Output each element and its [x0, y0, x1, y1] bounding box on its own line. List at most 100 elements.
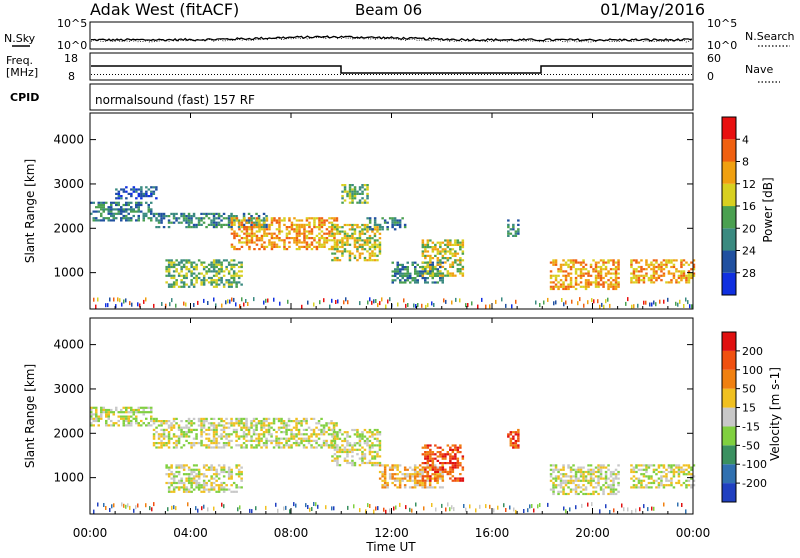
echo-cell — [227, 475, 231, 478]
echo-cell — [406, 266, 409, 269]
echo-cell — [454, 466, 457, 469]
echo-cell — [182, 426, 186, 429]
echo-cell — [662, 470, 666, 474]
echo-cell — [561, 298, 563, 302]
echo-cell — [445, 507, 447, 512]
echo-cell — [272, 420, 276, 423]
echo-cell — [424, 453, 427, 456]
echo-cell — [250, 234, 254, 237]
echo-cell — [579, 490, 583, 493]
echo-cell — [323, 239, 326, 242]
echo-cell — [569, 276, 573, 280]
echo-cell — [125, 208, 128, 211]
echo-cell — [207, 446, 211, 449]
echo-cell — [217, 217, 221, 220]
echo-cell — [346, 195, 349, 198]
echo-cell — [587, 279, 590, 282]
echo-cell — [243, 241, 246, 244]
echo-cell — [202, 420, 206, 423]
echo-cell — [252, 424, 256, 427]
echo-cell — [177, 274, 181, 277]
echo-cell — [662, 475, 666, 478]
echo-cell — [152, 428, 156, 431]
echo-cell — [182, 466, 186, 469]
echo-cell — [147, 411, 150, 414]
echo-cell — [235, 219, 239, 222]
echo-cell — [683, 304, 685, 308]
echo-cell — [305, 223, 309, 226]
echo-cell — [366, 243, 369, 246]
echo-cell — [233, 297, 235, 302]
echo-cell — [396, 261, 399, 264]
echo-cell — [505, 508, 507, 512]
echo-cell — [436, 446, 440, 449]
echo-cell — [240, 245, 244, 248]
echo-cell — [514, 446, 518, 449]
echo-cell — [320, 444, 323, 447]
echo-cell — [255, 439, 258, 442]
echo-cell — [373, 444, 377, 447]
echo-cell — [353, 186, 357, 189]
echo-cell — [366, 250, 369, 253]
echo-cell — [609, 259, 613, 262]
echo-cell — [187, 490, 191, 493]
echo-cell — [346, 433, 349, 436]
echo-cell — [592, 486, 595, 489]
echo-cell — [512, 442, 515, 445]
echo-cell — [145, 195, 148, 198]
echo-cell — [421, 272, 424, 275]
echo-cell — [424, 479, 427, 482]
echo-cell — [160, 420, 163, 423]
echo-cell — [421, 274, 425, 277]
echo-cell — [650, 274, 653, 277]
echo-cell — [389, 297, 391, 302]
echo-cell — [283, 239, 286, 242]
echo-cell — [285, 442, 288, 445]
echo-cell — [373, 252, 377, 255]
echo-cell — [107, 424, 110, 427]
echo-cell — [202, 217, 206, 220]
echo-cell — [190, 479, 193, 482]
echo-cell — [187, 426, 191, 429]
echo-cell — [230, 232, 234, 235]
echo-cell — [331, 455, 334, 458]
echo-cell — [584, 285, 588, 288]
echo-cell — [308, 243, 311, 246]
echo-cell — [436, 281, 439, 284]
echo-cell — [613, 508, 615, 513]
echo-cell — [167, 272, 171, 275]
echo-cell — [554, 464, 558, 467]
echo-cell — [212, 263, 216, 266]
echo-cell — [381, 464, 384, 467]
echo-cell — [358, 448, 362, 451]
echo-cell — [242, 446, 246, 449]
echo-cell — [679, 299, 681, 304]
echo-cell — [599, 486, 603, 489]
echo-cell — [202, 274, 206, 277]
echo-cell — [298, 232, 301, 235]
echo-cell — [165, 281, 168, 284]
echo-cell — [257, 422, 261, 425]
colorbar-swatch — [722, 407, 736, 427]
echo-cell — [449, 448, 452, 451]
echo-cell — [438, 470, 442, 474]
echo-cell — [660, 263, 663, 266]
echo-cell — [562, 479, 565, 482]
echo-cell — [247, 212, 251, 215]
echo-cell — [574, 479, 578, 482]
echo-cell — [682, 464, 686, 467]
echo-cell — [117, 210, 120, 213]
echo-cell — [361, 461, 364, 465]
echo-cell — [278, 239, 281, 242]
echo-cell — [175, 464, 178, 467]
echo-cell — [368, 239, 372, 242]
echo-cell — [185, 259, 188, 262]
echo-cell — [445, 299, 447, 304]
echo-cell — [303, 232, 306, 235]
echo-cell — [431, 277, 434, 280]
echo-cell — [318, 228, 321, 231]
echo-cell — [192, 283, 196, 286]
echo-cell — [351, 201, 354, 204]
echo-cell — [232, 276, 236, 280]
